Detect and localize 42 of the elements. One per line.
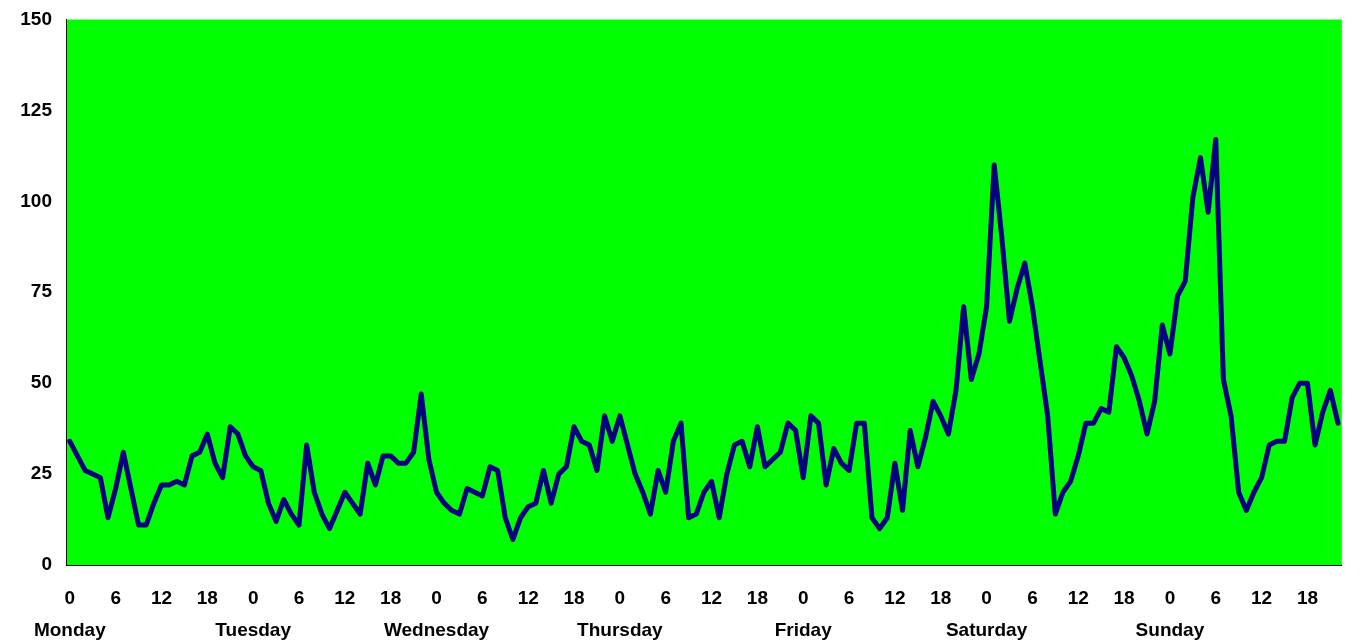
y-tick-label: 150 (20, 7, 52, 29)
x-tick-label: 6 (660, 586, 671, 608)
y-tick-label: 100 (20, 189, 52, 211)
text: Sunday (1135, 618, 1205, 640)
y-tick-label: 50 (30, 371, 52, 393)
x-tick-label: 6 (293, 586, 305, 608)
x-tick-label: 12 (1251, 586, 1273, 608)
x-tick-label: 6 (843, 586, 855, 608)
y-tick-label: 25 (30, 462, 53, 484)
x-tick-label: 18 (563, 586, 585, 608)
x-tick-label: 12 (700, 586, 723, 608)
text: Thursday (577, 618, 664, 640)
text: Wednesday (383, 618, 490, 640)
x-tick-label: 6 (110, 586, 121, 608)
y-tick-label: 0 (41, 553, 52, 575)
x-tick-label: 6 (1210, 586, 1222, 608)
x-tick-label: 12 (517, 586, 539, 608)
x-tick-label: 18 (746, 586, 768, 608)
text: Tuesday (215, 618, 292, 640)
text: Friday (774, 618, 833, 640)
x-tick-label: 18 (1113, 586, 1135, 608)
x-tick-label: 6 (1027, 586, 1038, 608)
x-tick-label: 6 (477, 586, 488, 608)
x-tick-label: 0 (797, 586, 809, 608)
y-tick-label: 125 (20, 98, 53, 120)
x-tick-label: 18 (196, 586, 218, 608)
x-tick-label: 12 (150, 586, 173, 608)
x-tick-label: 0 (1164, 586, 1176, 608)
x-tick-label: 0 (64, 586, 76, 608)
x-tick-label: 0 (431, 586, 442, 608)
text: Monday (33, 618, 107, 640)
x-tick-label: 12 (1067, 586, 1089, 608)
x-tick-label: 12 (884, 586, 906, 608)
text: Saturday (945, 618, 1028, 640)
x-tick-label: 18 (380, 586, 402, 608)
x-tick-label: 0 (614, 586, 626, 608)
x-tick-label: 18 (1296, 586, 1319, 608)
x-tick-label: 0 (981, 586, 992, 608)
x-tick-label: 12 (334, 586, 356, 608)
y-tick-label: 75 (30, 280, 53, 302)
x-tick-label: 0 (247, 586, 259, 608)
x-tick-label: 18 (930, 586, 952, 608)
